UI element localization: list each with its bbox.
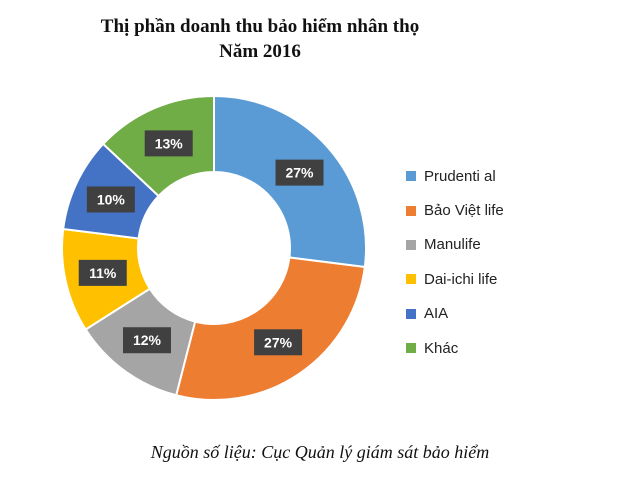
legend-label: Manulife bbox=[424, 236, 481, 254]
data-label-4: 11% bbox=[78, 259, 127, 286]
chart-subtitle: Năm 2016 bbox=[219, 41, 301, 62]
donut-slices bbox=[61, 94, 367, 401]
legend-swatch bbox=[406, 343, 416, 354]
data-label-text: 12% bbox=[133, 332, 162, 348]
legend-label: Khác bbox=[424, 339, 459, 357]
data-label-text: 27% bbox=[285, 165, 314, 181]
chart-title-block: Thị phần doanh thu bảo hiểm nhân thọ Năm… bbox=[0, 14, 520, 64]
data-labels: 27% 27% 12% 11% 10% 13% bbox=[78, 130, 324, 356]
legend-label: Dai-ichi life bbox=[424, 270, 498, 288]
legend-label: AIA bbox=[424, 305, 449, 323]
legend-swatch bbox=[406, 171, 416, 182]
data-label-text: 10% bbox=[97, 191, 126, 207]
data-label-2: 27% bbox=[254, 329, 303, 356]
legend-swatch bbox=[406, 205, 416, 216]
legend-item-4: Dai-ichi life bbox=[406, 262, 504, 296]
legend-item-2: Bảo Việt life bbox=[406, 193, 504, 227]
data-label-box bbox=[78, 259, 127, 286]
legend-label: Prudenti al bbox=[424, 167, 496, 185]
source-note: Nguồn số liệu: Cục Quản lý giám sát bảo … bbox=[150, 442, 490, 462]
data-label-box bbox=[144, 130, 193, 157]
data-label-box bbox=[122, 327, 171, 354]
legend-swatch bbox=[406, 239, 416, 250]
legend-item-3: Manulife bbox=[406, 228, 504, 262]
data-label-5: 10% bbox=[86, 186, 135, 213]
data-label-1: 27% bbox=[275, 159, 324, 186]
legend-swatch bbox=[406, 308, 416, 319]
data-label-6: 13% bbox=[144, 130, 193, 157]
data-label-text: 27% bbox=[264, 334, 293, 350]
legend-item-6: Khác bbox=[406, 331, 504, 365]
legend-item-1: Prudenti al bbox=[406, 159, 504, 193]
chart-title: Thị phần doanh thu bảo hiểm nhân thọ bbox=[100, 16, 420, 37]
chart-legend: Prudenti al Bảo Việt life Manulife Dai-ichi… bbox=[406, 159, 504, 365]
legend-label: Bảo Việt life bbox=[424, 202, 504, 220]
data-label-text: 11% bbox=[89, 265, 117, 281]
data-label-text: 13% bbox=[155, 135, 184, 151]
legend-item-5: AIA bbox=[406, 297, 504, 331]
data-label-box bbox=[254, 329, 303, 356]
data-label-3: 12% bbox=[122, 327, 171, 354]
data-label-box bbox=[86, 186, 135, 213]
legend-swatch bbox=[406, 274, 416, 285]
data-label-box bbox=[275, 159, 324, 186]
slice-2 bbox=[174, 256, 366, 401]
